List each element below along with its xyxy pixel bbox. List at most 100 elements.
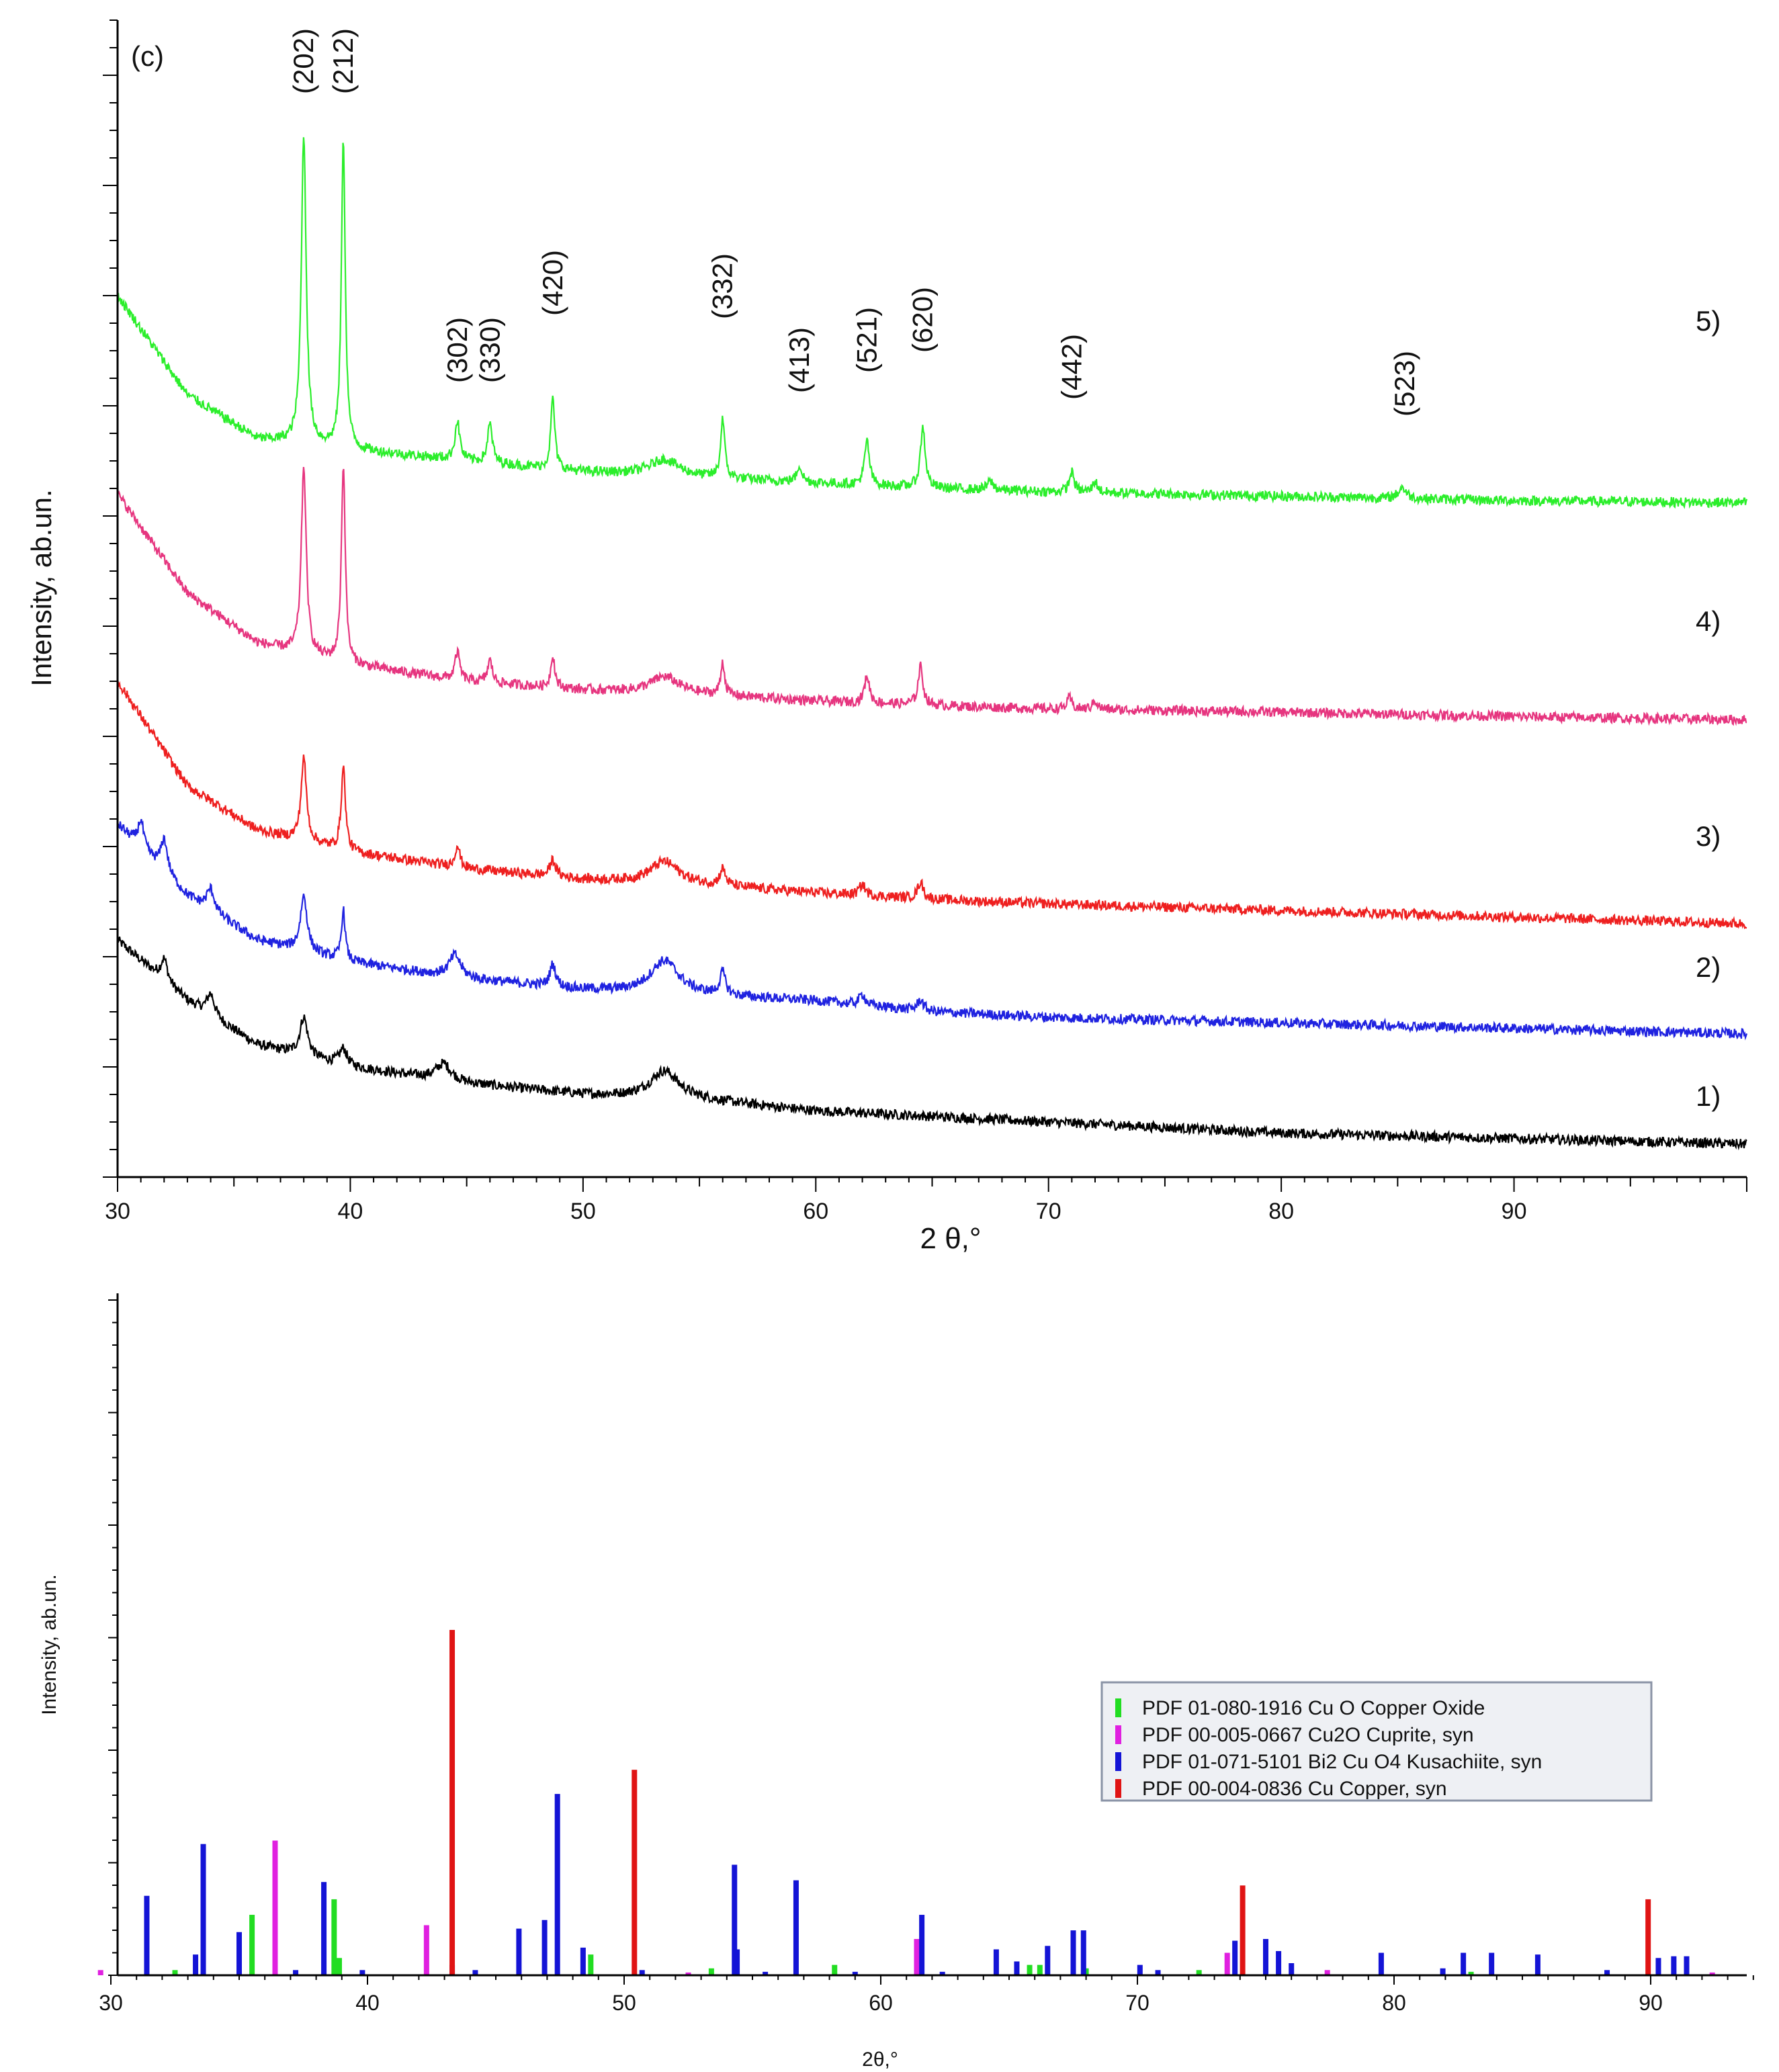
peak-index-labels: (202) (212) (302) (330) (420) (332) (413) (521)… xyxy=(288,28,1420,417)
peak-label: (442) xyxy=(1055,334,1087,400)
reference-bar xyxy=(236,1932,242,1975)
reference-bar xyxy=(1468,1971,1474,1975)
top-x-axis-label: 2 θ,° xyxy=(920,1222,982,1255)
reference-bar xyxy=(1137,1965,1143,1975)
reference-bar xyxy=(1014,1961,1020,1975)
reference-bar xyxy=(1289,1963,1295,1975)
reference-bar xyxy=(1196,1970,1202,1975)
pattern-curve-3 xyxy=(116,679,1747,930)
curve-label-1: 1) xyxy=(1696,1080,1721,1112)
reference-bar xyxy=(1224,1952,1230,1975)
top-x-tick-label: 60 xyxy=(803,1199,828,1224)
bottom-x-tick-label: 70 xyxy=(1125,1991,1149,2015)
panel-label: (c) xyxy=(131,40,164,72)
reference-bar xyxy=(172,1970,178,1975)
reference-bar xyxy=(914,1939,920,1975)
pattern-curve-2 xyxy=(117,818,1748,1041)
legend-label: PDF 01-080-1916 Cu O Copper Oxide xyxy=(1142,1697,1485,1719)
bottom-x-tick-label: 40 xyxy=(355,1991,380,2015)
curve-label-5: 5) xyxy=(1696,305,1721,337)
legend-swatch xyxy=(1115,1725,1121,1744)
bottom-x-tick-label: 80 xyxy=(1382,1991,1406,2015)
reference-bar xyxy=(1378,1952,1384,1975)
reference-bar xyxy=(336,1958,342,1975)
reference-bar xyxy=(1645,1899,1651,1975)
peak-label: (420) xyxy=(537,250,568,316)
reference-bar xyxy=(321,1882,327,1975)
reference-bar xyxy=(763,1971,769,1975)
reference-bar xyxy=(1232,1940,1238,1975)
curve-label-2: 2) xyxy=(1696,951,1721,983)
top-axes: 30 40 50 60 70 80 90 xyxy=(103,19,1747,1224)
top-x-tick-label: 50 xyxy=(570,1199,596,1224)
reference-bar xyxy=(919,1915,925,1975)
bottom-y-axis-label: Intensity, ab.un. xyxy=(38,1574,60,1715)
peak-label: (212) xyxy=(327,28,359,94)
legend-items: PDF 01-080-1916 Cu O Copper Oxide PDF 00-… xyxy=(1115,1697,1542,1800)
reference-bar xyxy=(97,1970,103,1975)
reference-bar xyxy=(272,1840,278,1975)
pattern-curve-5 xyxy=(116,137,1748,509)
reference-patterns-panel: 30 40 50 60 70 80 90 2θ,° Intensity, ab.un. PD… xyxy=(38,1293,1754,2071)
reference-bar xyxy=(1604,1970,1610,1975)
legend-label: PDF 00-004-0836 Cu Copper, syn xyxy=(1142,1778,1447,1800)
reference-bar xyxy=(588,1954,594,1975)
pattern-curve-1 xyxy=(116,936,1747,1151)
reference-bar xyxy=(193,1954,199,1975)
top-x-tick-label: 90 xyxy=(1502,1199,1527,1224)
reference-bar xyxy=(852,1971,858,1975)
reference-bar xyxy=(580,1947,586,1975)
bottom-x-tick-label: 30 xyxy=(99,1991,123,2015)
reference-bar xyxy=(516,1928,522,1975)
curve-label-3: 3) xyxy=(1696,820,1721,852)
reference-bar xyxy=(734,1949,740,1975)
peak-label: (202) xyxy=(288,28,319,94)
reference-bar xyxy=(472,1970,478,1975)
bottom-x-tick-label: 90 xyxy=(1639,1991,1663,2015)
peak-label: (523) xyxy=(1389,351,1420,417)
reference-bar xyxy=(1324,1970,1330,1975)
bottom-axes: 30 40 50 60 70 80 90 xyxy=(99,1293,1754,2015)
reference-bar xyxy=(449,1630,455,1975)
peak-label: (330) xyxy=(474,317,505,383)
reference-bar xyxy=(1671,1956,1677,1975)
bottom-x-axis-label: 2θ,° xyxy=(862,2048,898,2071)
reference-bar xyxy=(1684,1956,1690,1975)
reference-bar xyxy=(1276,1951,1282,1975)
reference-bar xyxy=(249,1915,255,1975)
reference-bar xyxy=(1440,1968,1446,1975)
reference-bar xyxy=(541,1919,548,1975)
reference-bar xyxy=(1070,1930,1076,1975)
legend-label: PDF 00-005-0667 Cu2O Cuprite, syn xyxy=(1142,1724,1474,1746)
reference-bar xyxy=(1461,1952,1467,1975)
reference-bar xyxy=(1155,1970,1161,1975)
reference-bar xyxy=(1489,1952,1495,1975)
reference-bar xyxy=(1240,1885,1246,1975)
reference-bar xyxy=(732,1864,738,1975)
top-x-tick-label: 30 xyxy=(105,1199,130,1224)
bottom-x-tick-label: 50 xyxy=(612,1991,636,2015)
peak-label: (521) xyxy=(851,307,883,373)
top-x-tick-label: 40 xyxy=(338,1199,363,1224)
peak-label: (302) xyxy=(441,317,473,383)
reference-bar xyxy=(144,1895,150,1975)
reference-bar xyxy=(1027,1965,1033,1975)
reference-bar xyxy=(554,1794,560,1975)
reference-bar xyxy=(939,1971,945,1975)
reference-bar xyxy=(359,1970,365,1975)
reference-bar xyxy=(200,1844,206,1975)
reference-bar xyxy=(1655,1958,1661,1975)
top-x-tick-label: 70 xyxy=(1036,1199,1061,1224)
reference-bar xyxy=(1045,1946,1051,1975)
legend-swatch xyxy=(1115,1698,1121,1717)
pattern-curve-4 xyxy=(116,466,1747,726)
peak-label: (620) xyxy=(907,287,939,353)
bottom-x-tick-label: 60 xyxy=(869,1991,893,2015)
reference-bar xyxy=(832,1965,838,1975)
reference-bar xyxy=(293,1970,299,1975)
peak-label: (413) xyxy=(783,327,815,393)
reference-bar xyxy=(685,1972,691,1975)
reference-bar xyxy=(708,1968,714,1975)
reference-bar xyxy=(632,1770,638,1975)
reference-bar xyxy=(1709,1972,1715,1975)
